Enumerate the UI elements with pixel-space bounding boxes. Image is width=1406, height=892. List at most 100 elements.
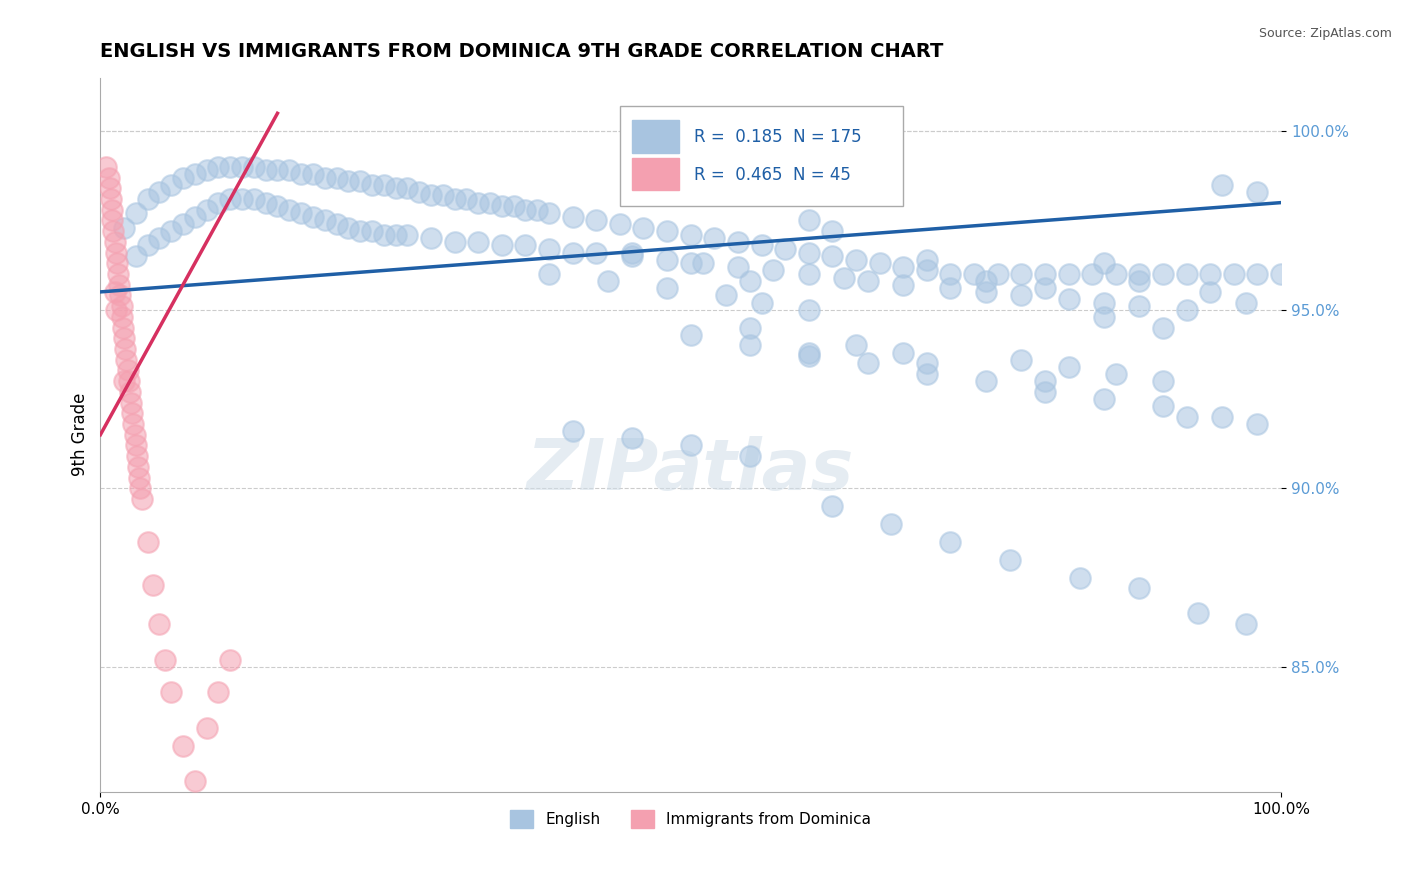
Text: Source: ZipAtlas.com: Source: ZipAtlas.com xyxy=(1258,27,1392,40)
Point xyxy=(160,178,183,192)
Point xyxy=(107,267,129,281)
Point xyxy=(254,195,277,210)
Point xyxy=(1270,267,1292,281)
Point xyxy=(891,277,914,292)
Point xyxy=(219,653,242,667)
Point xyxy=(526,202,548,217)
FancyBboxPatch shape xyxy=(620,106,903,206)
Point xyxy=(121,406,143,420)
Point xyxy=(184,774,207,789)
Point xyxy=(939,267,962,281)
Point xyxy=(384,181,406,195)
Point xyxy=(1246,417,1268,431)
Point xyxy=(762,263,785,277)
Point xyxy=(278,163,301,178)
Point xyxy=(974,285,997,299)
Point xyxy=(703,231,725,245)
Point xyxy=(891,345,914,359)
Point xyxy=(596,274,619,288)
Point xyxy=(939,281,962,295)
Point xyxy=(172,217,194,231)
Point xyxy=(110,299,132,313)
Point xyxy=(915,252,938,267)
Point xyxy=(111,320,134,334)
Y-axis label: 9th Grade: 9th Grade xyxy=(72,393,89,476)
Point xyxy=(443,192,465,206)
Point xyxy=(420,231,443,245)
Point xyxy=(987,267,1010,281)
Point xyxy=(491,199,513,213)
Point xyxy=(125,249,148,263)
Point xyxy=(1211,178,1233,192)
Point xyxy=(1033,267,1056,281)
Point xyxy=(751,295,773,310)
Point xyxy=(561,424,583,438)
Point xyxy=(655,252,678,267)
Point xyxy=(278,202,301,217)
Point xyxy=(633,220,655,235)
Point xyxy=(1057,359,1080,374)
Point xyxy=(254,163,277,178)
Point xyxy=(420,188,443,202)
Text: R =  0.465  N = 45: R = 0.465 N = 45 xyxy=(695,166,851,184)
Point xyxy=(821,224,844,238)
Point xyxy=(325,217,347,231)
Point xyxy=(266,199,288,213)
Point xyxy=(136,535,159,549)
Point xyxy=(1069,571,1091,585)
Point xyxy=(998,553,1021,567)
Point xyxy=(104,245,127,260)
Point xyxy=(125,206,148,220)
Point xyxy=(325,170,347,185)
Point xyxy=(184,210,207,224)
Point xyxy=(302,167,325,181)
Point xyxy=(104,302,127,317)
Point xyxy=(302,210,325,224)
Point xyxy=(125,449,148,463)
Point xyxy=(585,213,607,227)
Point xyxy=(219,160,242,174)
Point xyxy=(105,256,128,270)
Point xyxy=(290,167,312,181)
Point xyxy=(1199,267,1222,281)
Point xyxy=(797,349,820,363)
Point xyxy=(1105,267,1128,281)
Point xyxy=(845,252,868,267)
Point xyxy=(155,653,177,667)
Point xyxy=(1092,310,1115,324)
Point xyxy=(1010,288,1032,302)
Point xyxy=(974,374,997,388)
Text: ZIPatlas: ZIPatlas xyxy=(527,436,855,505)
Point xyxy=(620,249,643,263)
Point xyxy=(231,192,253,206)
Point xyxy=(963,267,986,281)
Point xyxy=(1152,267,1174,281)
Point xyxy=(1033,384,1056,399)
Point xyxy=(714,288,737,302)
Point xyxy=(129,481,152,495)
Point xyxy=(479,195,502,210)
Point xyxy=(96,160,118,174)
Point xyxy=(124,427,146,442)
Point xyxy=(373,178,395,192)
Point xyxy=(537,267,560,281)
Point xyxy=(314,213,336,227)
Point xyxy=(115,352,138,367)
Point xyxy=(148,231,170,245)
FancyBboxPatch shape xyxy=(631,120,679,153)
Text: R =  0.185  N = 175: R = 0.185 N = 175 xyxy=(695,128,862,146)
Point xyxy=(1105,367,1128,381)
Point xyxy=(195,721,218,735)
Point xyxy=(125,438,148,452)
Point xyxy=(337,220,360,235)
Point xyxy=(751,238,773,252)
Point xyxy=(561,210,583,224)
Point xyxy=(832,270,855,285)
Point xyxy=(561,245,583,260)
Point xyxy=(1175,267,1198,281)
Point xyxy=(118,374,141,388)
Point xyxy=(1234,295,1257,310)
Point xyxy=(797,245,820,260)
Point xyxy=(537,242,560,256)
Point xyxy=(1128,582,1150,596)
